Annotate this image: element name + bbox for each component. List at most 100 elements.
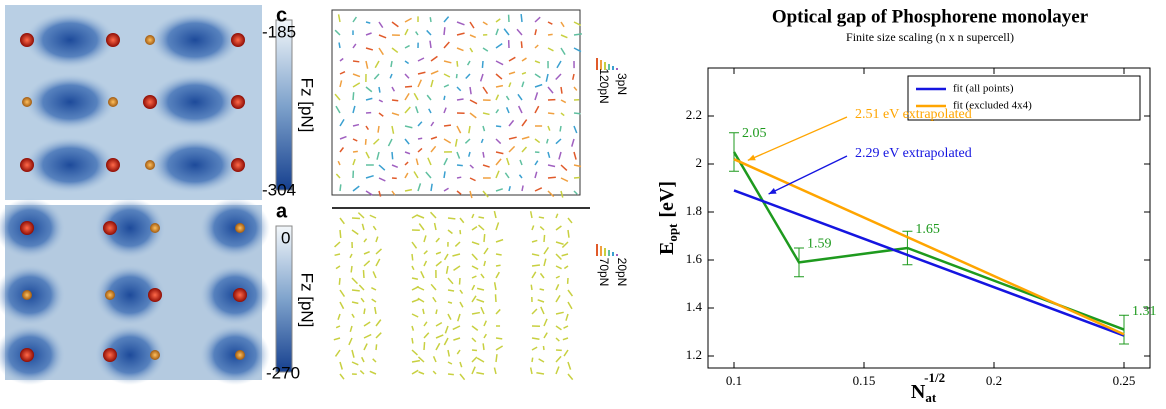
error-bar [794,247,804,278]
vector [417,356,425,363]
vector [531,253,540,257]
vector [456,164,463,167]
vector [349,253,353,259]
y-tick-label: 1.4 [686,299,703,314]
vector [443,41,450,49]
vector [447,301,453,304]
vector [411,253,414,261]
vector [447,217,456,220]
vector [543,332,548,339]
vector [456,32,465,36]
vector [495,158,502,166]
vector [389,73,393,79]
vector [471,275,477,279]
vector [482,164,490,168]
vector [418,371,425,375]
vector [556,60,562,69]
vector [469,164,474,169]
vector [404,106,411,114]
vector [547,21,553,25]
vector [456,190,462,195]
vector [521,146,528,153]
vector [371,286,377,291]
vector [447,373,454,376]
vector [555,253,562,261]
vector [534,16,541,23]
vector [547,86,554,94]
vector [571,73,575,80]
vector [469,47,474,53]
vector [534,44,539,49]
vector [520,41,523,49]
y-tick-label: 2.2 [686,107,702,122]
vector [471,284,476,291]
vector [547,47,554,52]
plot-frame [707,67,1151,369]
vector [337,160,341,166]
blob [25,74,115,130]
blob [150,137,240,193]
vector [482,21,488,26]
vector [374,60,380,69]
vector [495,18,501,23]
vector-panel [331,9,581,196]
vector [423,332,430,339]
vector [503,28,510,36]
vector [352,82,361,88]
vector [404,73,410,79]
vector [411,277,419,281]
blob [150,12,240,68]
atom [20,33,34,47]
vector [391,99,399,102]
vector [404,44,410,49]
vector [534,187,543,192]
x-tick-label: 0.25 [1113,373,1136,388]
vector [495,308,501,315]
series-line [733,158,1125,336]
atom [150,223,160,233]
vector [495,345,504,351]
vector [417,121,423,127]
blob [25,12,115,68]
vector [482,343,485,351]
atom [108,97,118,107]
vector [411,369,419,375]
vector [482,86,489,95]
vector [529,211,533,219]
vector [479,73,484,82]
colorbar-max: 0 [281,228,290,247]
data-label: 1.65 [915,222,940,237]
vector [365,190,373,196]
vector [454,138,458,147]
vector [521,57,527,62]
vector [555,325,562,331]
vector [495,125,502,128]
vector [351,313,355,319]
vector [372,138,380,145]
scale-label: 20pN [615,258,629,287]
vector [447,313,452,320]
colorbar-max: -185 [262,22,296,41]
vector [531,357,534,363]
vector [555,275,560,279]
vector [357,212,365,219]
vector [452,325,461,331]
vector [531,264,541,267]
vector [363,321,371,327]
atom [145,35,155,45]
legend-label: fit (excluded 4x4) [953,100,1032,112]
vector [443,107,447,114]
vector [495,354,498,363]
vector [476,357,485,363]
vector [537,299,545,303]
vector [372,225,377,231]
vector [517,93,523,101]
vector [375,344,378,351]
vector [348,337,353,346]
vector [493,210,497,219]
vector [415,106,419,114]
vector [334,253,341,257]
vector [563,265,569,270]
vector [471,356,478,363]
vector [430,55,438,62]
